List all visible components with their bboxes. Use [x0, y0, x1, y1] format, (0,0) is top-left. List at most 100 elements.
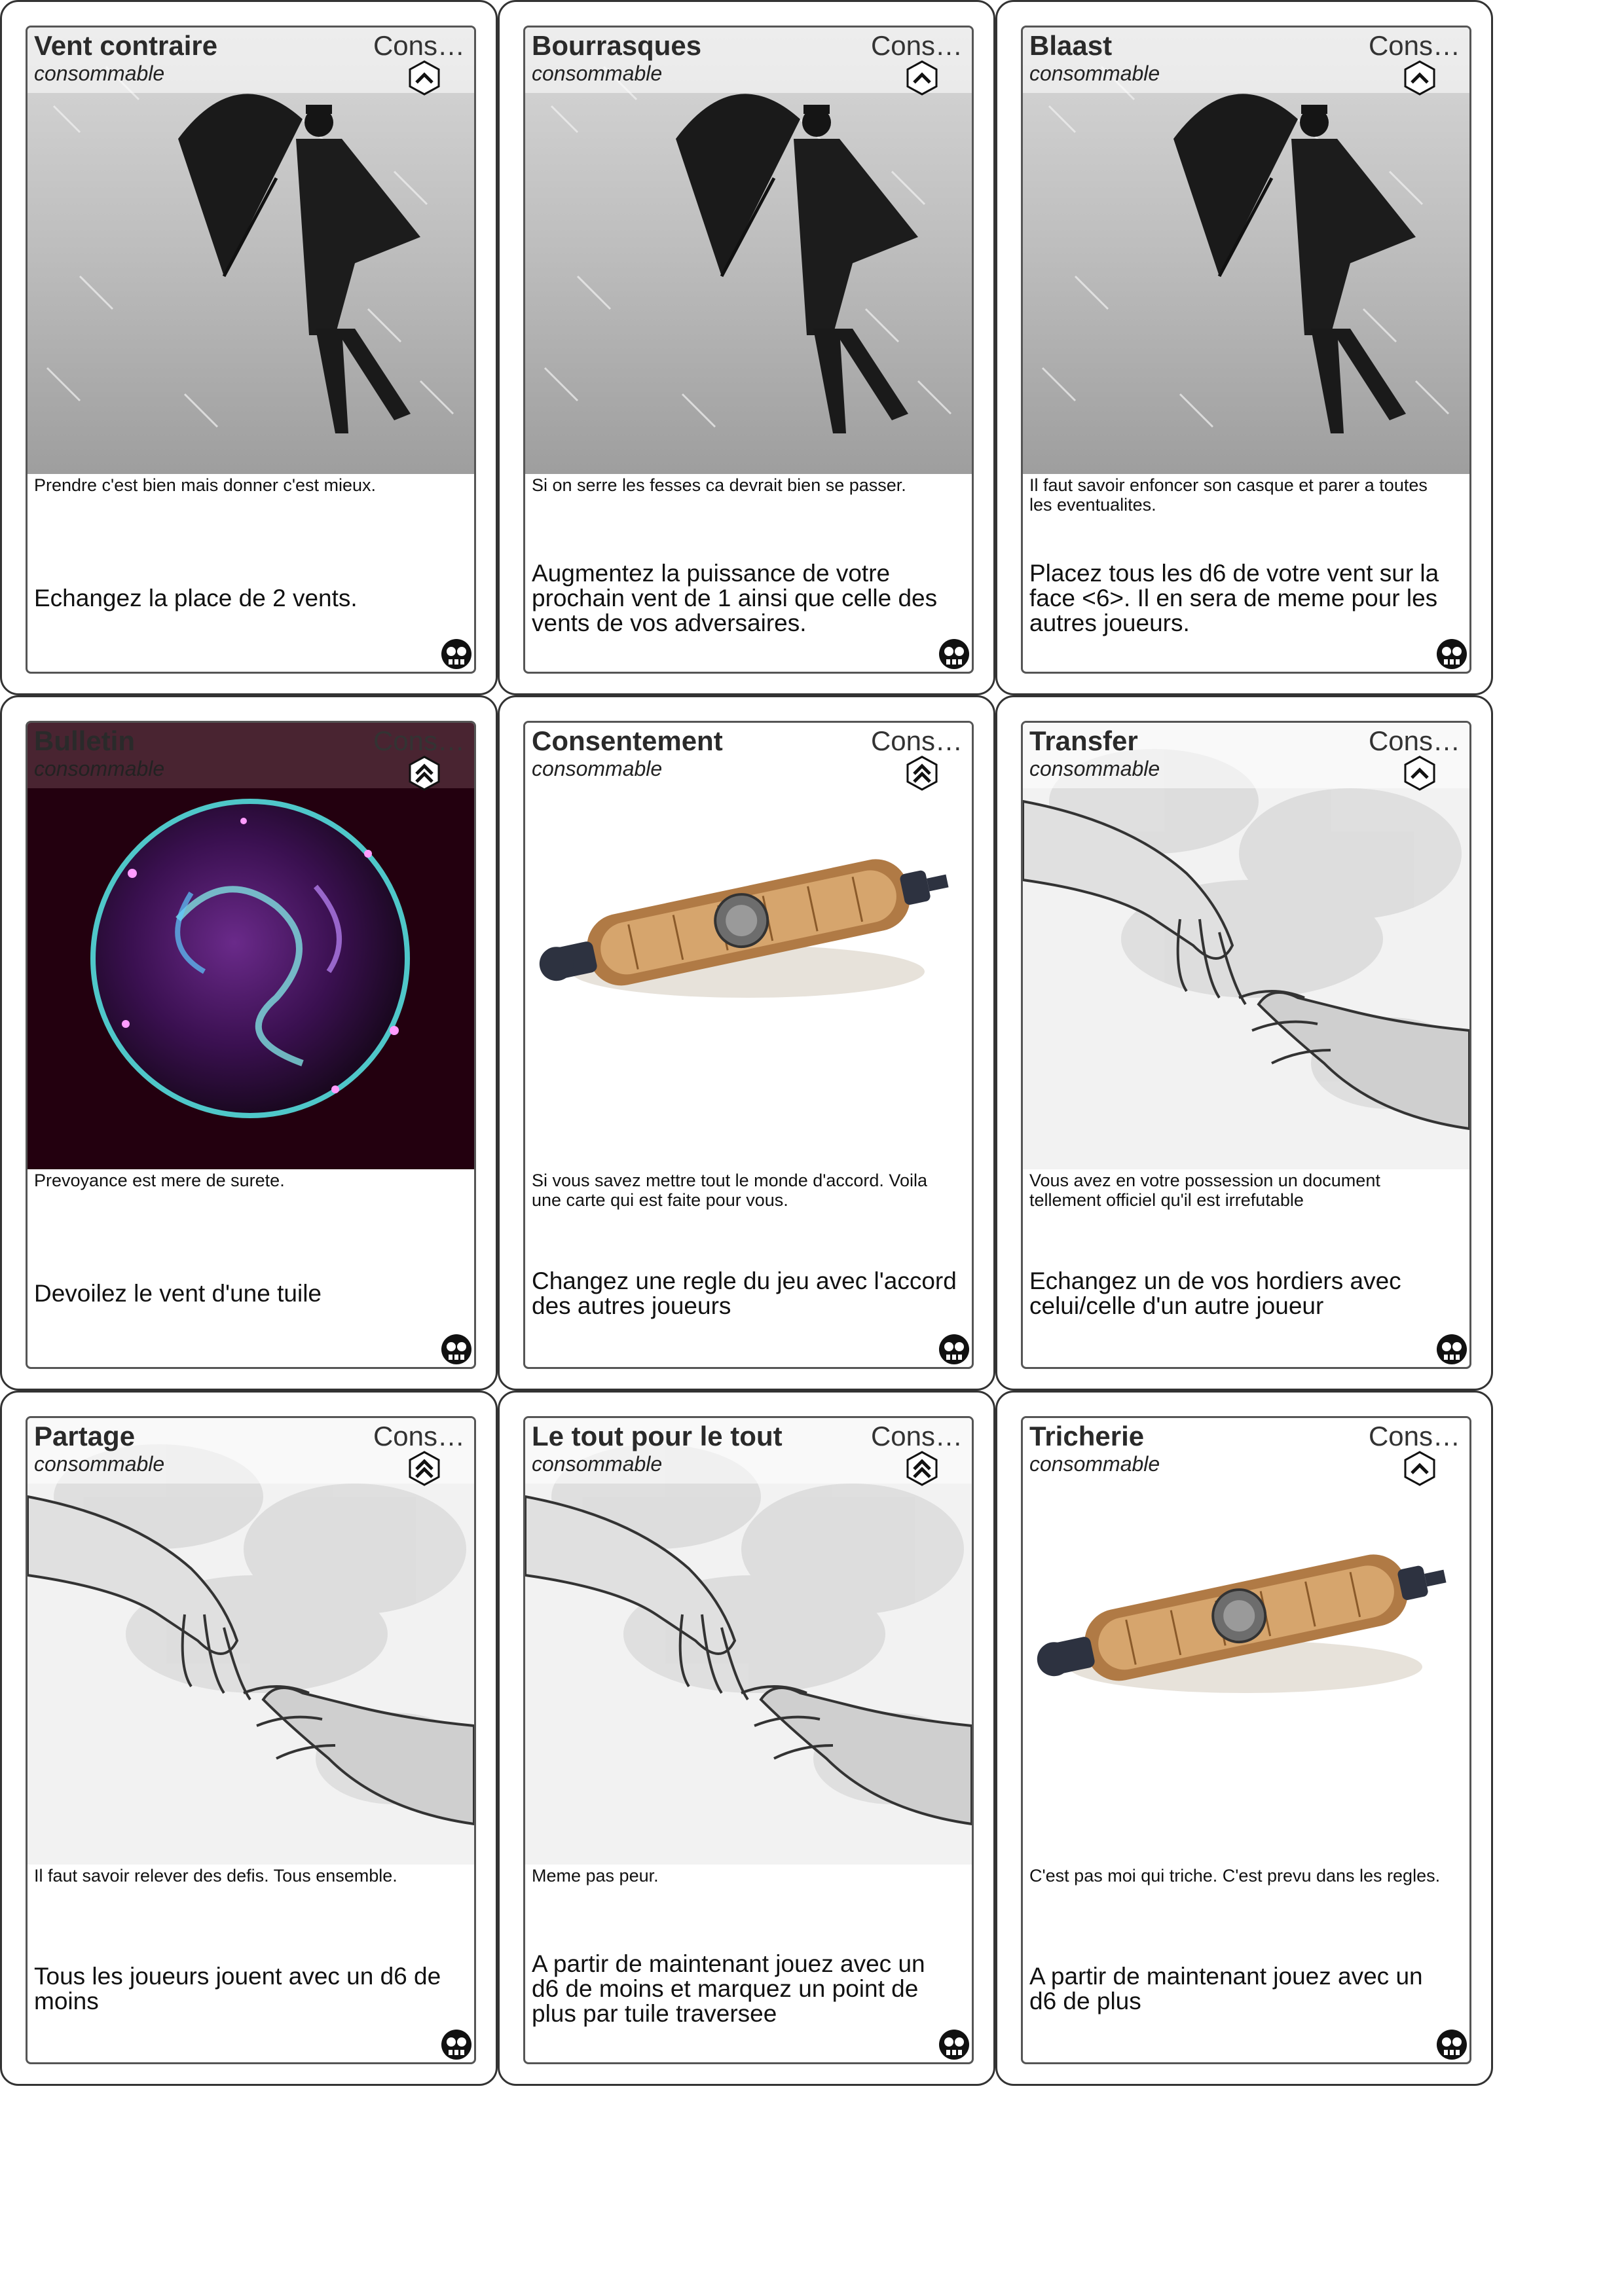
skull-icon — [939, 1334, 969, 1364]
card-face: Consentement Cons… consommable Si vous s… — [523, 721, 974, 1369]
card-title: Le tout pour le tout — [532, 1421, 783, 1451]
card-title: Consentement — [532, 725, 723, 756]
card[interactable]: Vent contraire Cons… consommable Prendre… — [0, 0, 498, 695]
card-face: Transfer Cons… consommable Vous avez en … — [1021, 721, 1471, 1369]
umbrella-man-illustration — [525, 27, 972, 474]
card-flavor-text: Il faut savoir enfoncer son casque et pa… — [1029, 475, 1428, 515]
card-header — [1023, 27, 1469, 93]
skull-icon — [939, 2030, 969, 2060]
card-type: consommable — [532, 1452, 663, 1476]
chevron-single-icon — [1404, 1451, 1435, 1486]
card-category: Cons… — [870, 725, 963, 756]
card-header — [1023, 1418, 1469, 1484]
card-face: Bulletin Cons… consommable Prevoyance es… — [26, 721, 476, 1369]
chevron-double-icon — [906, 1451, 938, 1486]
parchment-scroll-illustration — [1023, 1418, 1469, 1865]
chevron-double-icon — [906, 756, 938, 791]
skull-icon — [441, 2030, 471, 2060]
card[interactable]: Consentement Cons… consommable Si vous s… — [498, 695, 995, 1391]
card-category: Cons… — [373, 30, 465, 61]
card-flavor-text: Prendre c'est bien mais donner c'est mie… — [34, 475, 377, 495]
card-face: Bourrasques Cons… consommable Si on serr… — [523, 26, 974, 674]
card-header — [28, 723, 474, 788]
card-flavor-text: Si vous savez mettre tout le monde d'acc… — [532, 1171, 927, 1210]
card-type: consommable — [34, 1452, 165, 1476]
card-category: Cons… — [1368, 725, 1460, 756]
skull-icon — [441, 639, 471, 669]
chevron-single-icon — [906, 60, 938, 96]
two-hands-illustration — [1023, 723, 1469, 1169]
card-header — [525, 27, 972, 93]
card-header — [525, 1418, 972, 1484]
card[interactable]: Le tout pour le tout Cons… consommable M… — [498, 1391, 995, 2086]
card[interactable]: Partage Cons… consommable Il faut savoir… — [0, 1391, 498, 2086]
card-effect-text: A partir de maintenant jouez avec un d6 … — [532, 1950, 925, 2027]
card-title: Transfer — [1029, 725, 1138, 756]
card-effect-text: Placez tous les d6 de votre vent sur la … — [1029, 560, 1439, 636]
card-type: consommable — [1029, 1452, 1160, 1476]
card-title: Bulletin — [34, 725, 135, 756]
skull-icon — [441, 1334, 471, 1364]
card-type: consommable — [34, 757, 165, 780]
card-header — [28, 1418, 474, 1484]
parchment-scroll-illustration — [525, 723, 972, 1169]
card-flavor-text: Meme pas peur. — [532, 1866, 659, 1886]
card-flavor-text: Prevoyance est mere de surete. — [34, 1171, 285, 1190]
card-category: Cons… — [1368, 30, 1460, 61]
card-header — [525, 723, 972, 788]
skull-icon — [1437, 639, 1467, 669]
card-type: consommable — [1029, 62, 1160, 85]
card-flavor-text: Vous avez en votre possession un documen… — [1029, 1171, 1380, 1210]
card[interactable]: Transfer Cons… consommable Vous avez en … — [995, 695, 1493, 1391]
card[interactable]: Bourrasques Cons… consommable Si on serr… — [498, 0, 995, 695]
card-flavor-text: Il faut savoir relever des defis. Tous e… — [34, 1866, 397, 1886]
card-title: Bourrasques — [532, 30, 702, 61]
card-title: Vent contraire — [34, 30, 218, 61]
card-effect-text: A partir de maintenant jouez avec un d6 … — [1029, 1963, 1423, 2014]
card-title: Tricherie — [1029, 1421, 1145, 1451]
crystal-orb-illustration — [28, 723, 474, 1169]
card-effect-text: Augmentez la puissance de votre prochain… — [532, 560, 938, 636]
card-type: consommable — [34, 62, 165, 85]
skull-icon — [1437, 1334, 1467, 1364]
card-category: Cons… — [870, 30, 963, 61]
card-flavor-text: C'est pas moi qui triche. C'est prevu da… — [1029, 1866, 1441, 1886]
chevron-double-icon — [409, 756, 440, 791]
card[interactable]: Blaast Cons… consommable Il faut savoir … — [995, 0, 1493, 695]
card-face: Le tout pour le tout Cons… consommable M… — [523, 1416, 974, 2064]
two-hands-illustration — [28, 1418, 474, 1865]
card[interactable]: Tricherie Cons… consommable C'est pas mo… — [995, 1391, 1493, 2086]
chevron-single-icon — [409, 60, 440, 96]
card-effect-text: Devoilez le vent d'une tuile — [34, 1280, 322, 1307]
card-type: consommable — [532, 62, 663, 85]
umbrella-man-illustration — [28, 27, 474, 474]
card-effect-text: Changez une regle du jeu avec l'accord d… — [532, 1267, 957, 1319]
skull-icon — [1437, 2030, 1467, 2060]
card-face: Partage Cons… consommable Il faut savoir… — [26, 1416, 476, 2064]
card-effect-text: Echangez la place de 2 vents. — [34, 585, 358, 611]
card-header — [28, 27, 474, 93]
card-category: Cons… — [1368, 1421, 1460, 1451]
card-face: Vent contraire Cons… consommable Prendre… — [26, 26, 476, 674]
card-sheet: Vent contraire Cons… consommable Prendre… — [0, 0, 1493, 2086]
card-face: Blaast Cons… consommable Il faut savoir … — [1021, 26, 1471, 674]
card-effect-text: Echangez un de vos hordiers avec celui/c… — [1029, 1267, 1401, 1319]
card-type: consommable — [532, 757, 663, 780]
chevron-single-icon — [1404, 60, 1435, 96]
card-header — [1023, 723, 1469, 788]
card-flavor-text: Si on serre les fesses ca devrait bien s… — [532, 475, 906, 495]
card-face: Tricherie Cons… consommable C'est pas mo… — [1021, 1416, 1471, 2064]
card-category: Cons… — [373, 725, 465, 756]
card-title: Partage — [34, 1421, 136, 1451]
card-type: consommable — [1029, 757, 1160, 780]
chevron-double-icon — [409, 1451, 440, 1486]
card-category: Cons… — [373, 1421, 465, 1451]
two-hands-illustration — [525, 1418, 972, 1865]
card[interactable]: Bulletin Cons… consommable Prevoyance es… — [0, 695, 498, 1391]
card-effect-text: Tous les joueurs jouent avec un d6 de mo… — [34, 1963, 441, 2014]
umbrella-man-illustration — [1023, 27, 1469, 474]
skull-icon — [939, 639, 969, 669]
card-category: Cons… — [870, 1421, 963, 1451]
card-title: Blaast — [1029, 30, 1113, 61]
chevron-single-icon — [1404, 756, 1435, 791]
